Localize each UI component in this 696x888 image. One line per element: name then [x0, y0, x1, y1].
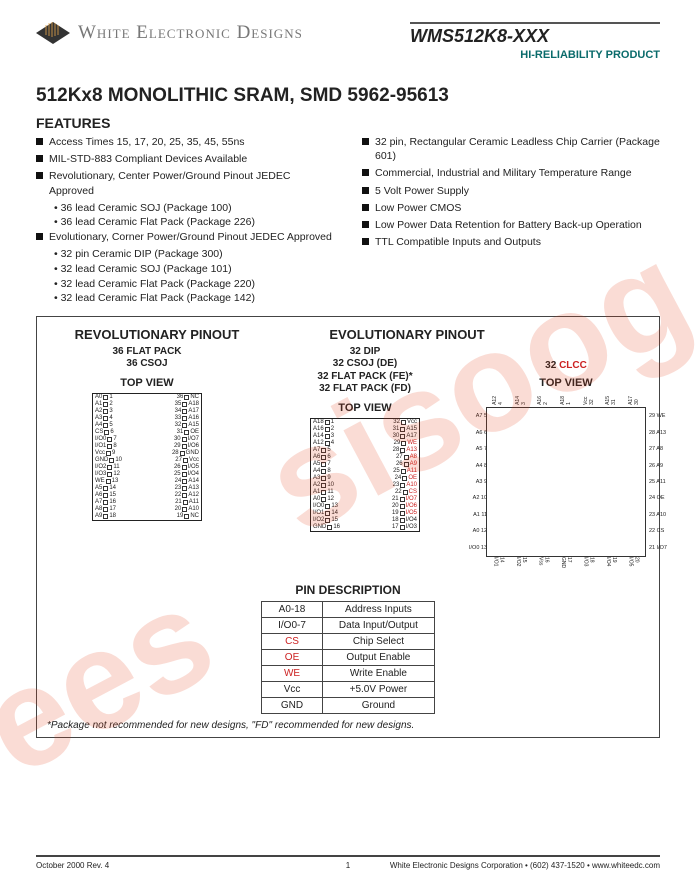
- feature-sub: 32 lead Ceramic SOJ (Package 101): [54, 262, 334, 277]
- rev-dip-diagram: A0 136 NCA1 235 A18A2 334 A17A3 433 A16A…: [92, 393, 202, 521]
- part-number: WMS512K8-XXX: [410, 26, 660, 47]
- features-heading: FEATURES: [36, 115, 660, 131]
- feature-item: Revolutionary, Center Power/Ground Pinou…: [36, 169, 334, 197]
- feature-item: 32 pin, Rectangular Ceramic Leadless Chi…: [362, 135, 660, 163]
- footer-date: October 2000 Rev. 4: [36, 861, 109, 870]
- logo-mark-icon: [36, 22, 70, 44]
- clcc-label: 32 CLCC: [483, 360, 649, 371]
- feature-sub: 32 lead Ceramic Flat Pack (Package 142): [54, 291, 334, 306]
- page-title: 512Kx8 MONOLITHIC SRAM, SMD 5962-95613: [36, 85, 660, 107]
- top-view-label: TOP VIEW: [483, 377, 649, 389]
- feature-item: Low Power CMOS: [362, 201, 660, 215]
- top-view-label: TOP VIEW: [265, 402, 465, 414]
- feature-sub: 32 lead Ceramic Flat Pack (Package 220): [54, 277, 334, 292]
- evo-pinout-heading: EVOLUTIONARY PINOUT: [307, 327, 507, 342]
- evo-packages: 32 DIP32 CSOJ (DE)32 FLAT PACK (FE)*32 F…: [265, 346, 465, 396]
- feature-item: Low Power Data Retention for Battery Bac…: [362, 218, 660, 232]
- feature-item: Commercial, Industrial and Military Temp…: [362, 166, 660, 180]
- page-footer: October 2000 Rev. 4 1 White Electronic D…: [36, 855, 660, 870]
- feature-sub: 32 pin Ceramic DIP (Package 300): [54, 247, 334, 262]
- feature-item: 5 Volt Power Supply: [362, 184, 660, 198]
- page-number: 1: [346, 861, 350, 870]
- subtitle: HI-RELIABILITY PRODUCT: [410, 49, 660, 61]
- feature-sub: 36 lead Ceramic SOJ (Package 100): [54, 201, 334, 216]
- header-right: WMS512K8-XXX HI-RELIABILITY PRODUCT: [410, 22, 660, 61]
- features-left: Access Times 15, 17, 20, 25, 35, 45, 55n…: [36, 135, 334, 306]
- clcc-diagram: A124A143A162A181Vcc32A1531A1730 A7 5A6 6…: [486, 407, 646, 557]
- package-note: *Package not recommended for new designs…: [47, 720, 649, 731]
- page-header: White Electronic Designs WMS512K8-XXX HI…: [0, 0, 696, 67]
- evo-dip-diagram: A18 132 VccA16 231 A15A14 330 A17A12 429…: [310, 418, 420, 532]
- footer-contact: White Electronic Designs Corporation • (…: [390, 861, 660, 870]
- feature-item: Access Times 15, 17, 20, 25, 35, 45, 55n…: [36, 135, 334, 149]
- clcc-heading: [547, 327, 649, 342]
- features-right: 32 pin, Rectangular Ceramic Leadless Chi…: [362, 135, 660, 306]
- logo: White Electronic Designs: [36, 22, 303, 44]
- company-name: White Electronic Designs: [78, 22, 303, 44]
- feature-item: MIL-STD-883 Compliant Devices Available: [36, 152, 334, 166]
- feature-item: Evolutionary, Corner Power/Ground Pinout…: [36, 230, 334, 244]
- rev-pinout-heading: REVOLUTIONARY PINOUT: [47, 327, 267, 342]
- pinout-box: REVOLUTIONARY PINOUT EVOLUTIONARY PINOUT…: [36, 316, 660, 738]
- features-columns: Access Times 15, 17, 20, 25, 35, 45, 55n…: [36, 135, 660, 306]
- rev-packages: 36 FLAT PACK36 CSOJ: [47, 346, 247, 371]
- top-view-label: TOP VIEW: [47, 377, 247, 389]
- pin-description-table: A0-18Address InputsI/O0-7Data Input/Outp…: [261, 601, 435, 714]
- pin-desc-heading: PIN DESCRIPTION: [47, 583, 649, 597]
- feature-item: TTL Compatible Inputs and Outputs: [362, 235, 660, 249]
- feature-sub: 36 lead Ceramic Flat Pack (Package 226): [54, 215, 334, 230]
